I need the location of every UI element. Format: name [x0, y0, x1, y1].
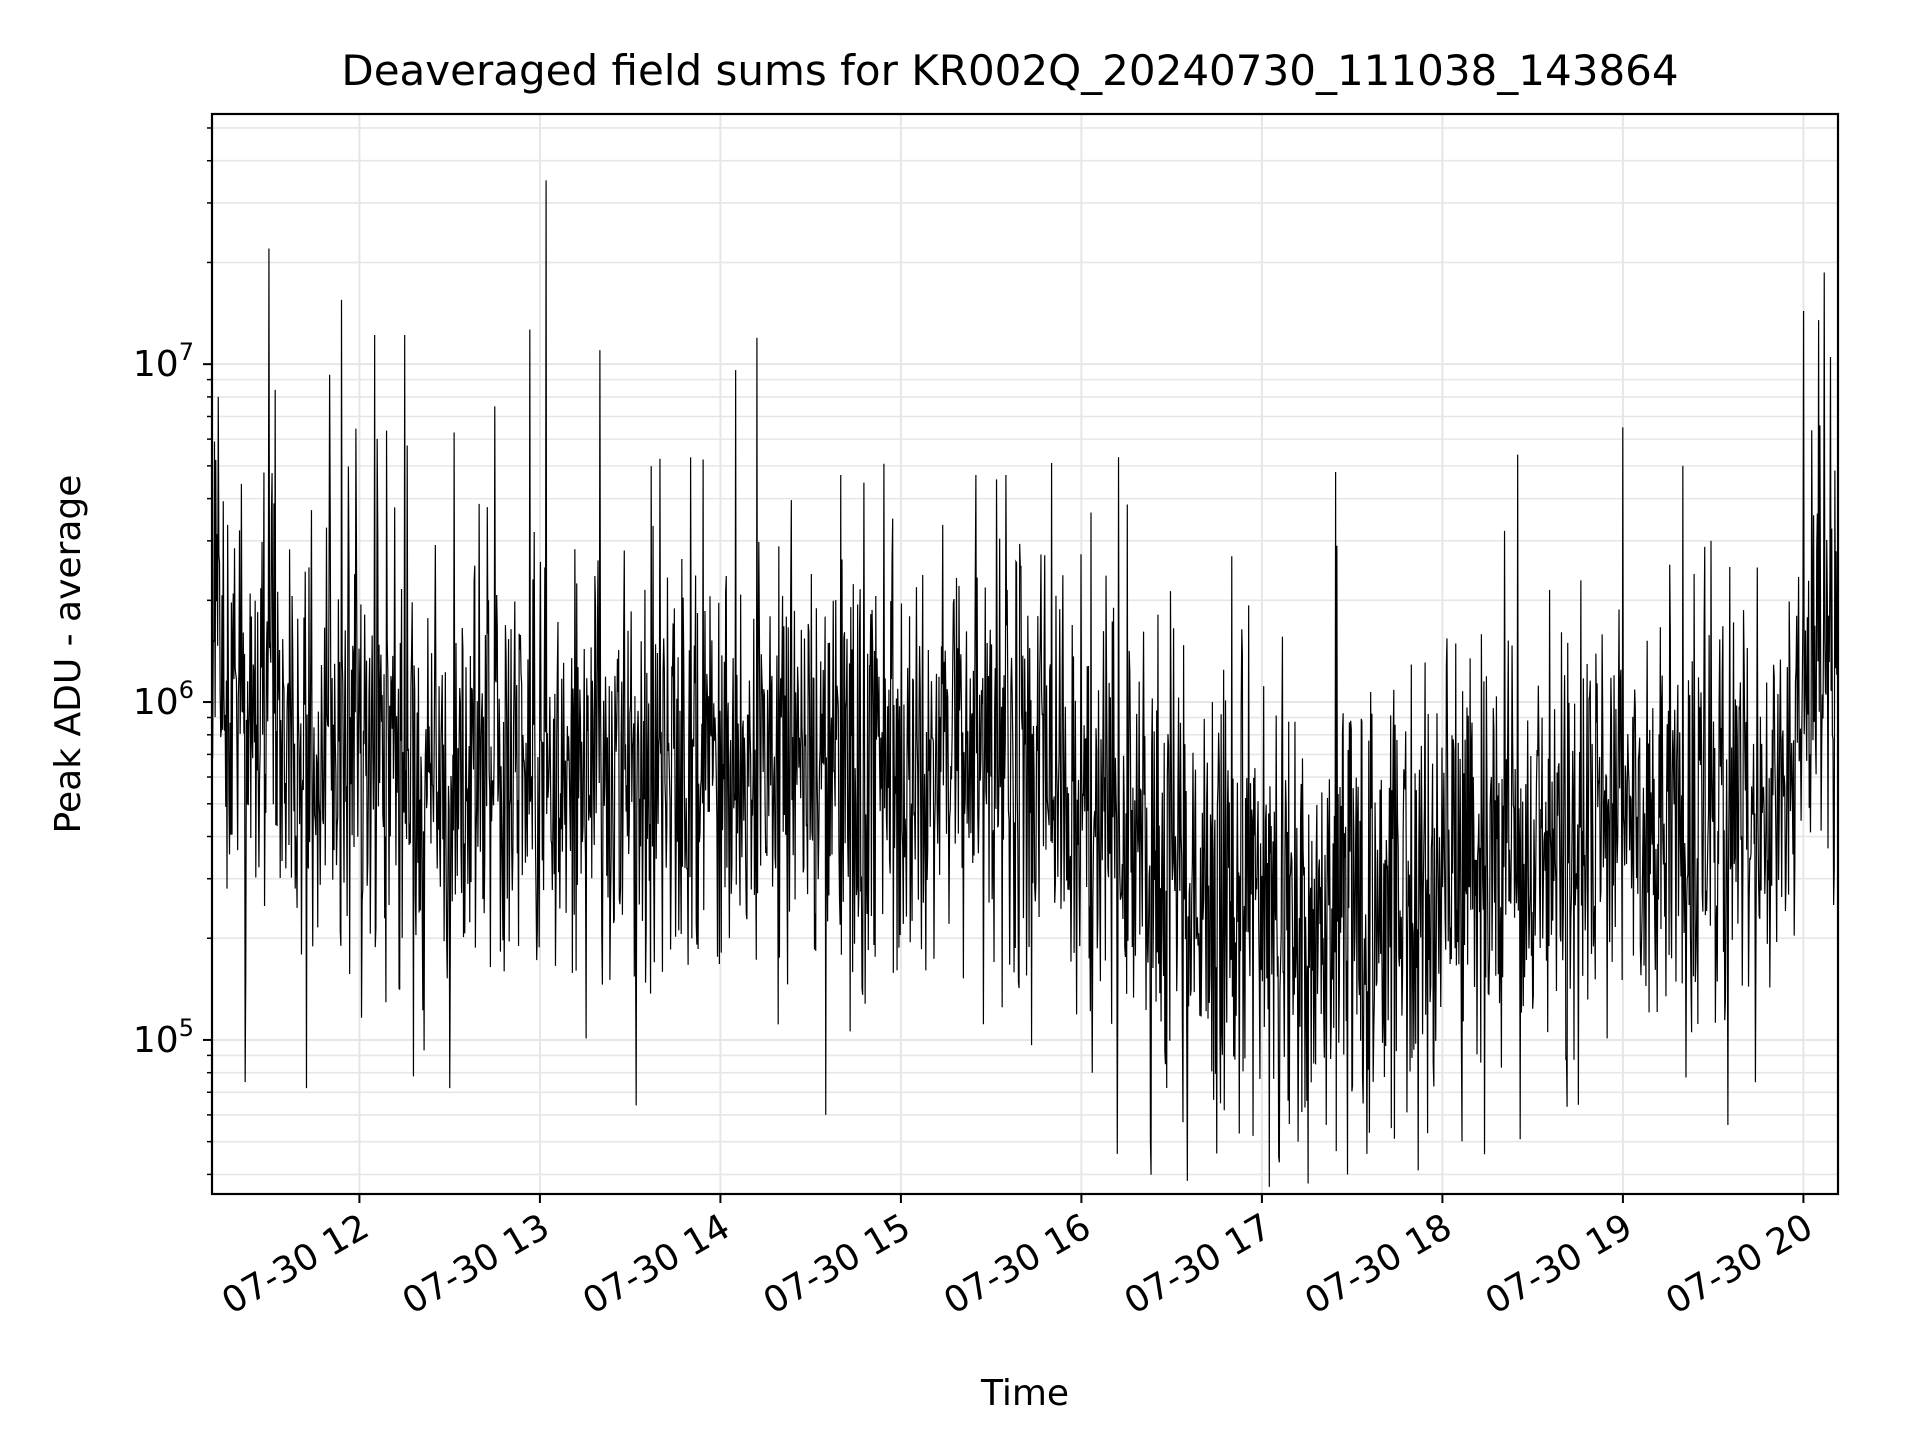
- chart-title: Deaveraged field sums for KR002Q_2024073…: [341, 46, 1678, 95]
- plot-frame: [210, 112, 1840, 1196]
- y-tick-base: 10: [133, 1020, 179, 1061]
- y-tick-base: 10: [133, 682, 179, 723]
- series: [211, 180, 1839, 1187]
- y-tick-exponent: 7: [179, 338, 194, 366]
- x-axis-label: Time: [980, 1373, 1069, 1414]
- series-line: [211, 180, 1839, 1187]
- y-tick-label: 106: [133, 676, 194, 723]
- y-tick-label: 105: [133, 1014, 194, 1061]
- y-axis-label: Peak ADU - average: [48, 475, 89, 834]
- y-tick-label: 107: [133, 338, 194, 385]
- y-tick-exponent: 5: [179, 1014, 194, 1042]
- y-tick-exponent: 6: [179, 676, 194, 704]
- y-tick-base: 10: [133, 344, 179, 385]
